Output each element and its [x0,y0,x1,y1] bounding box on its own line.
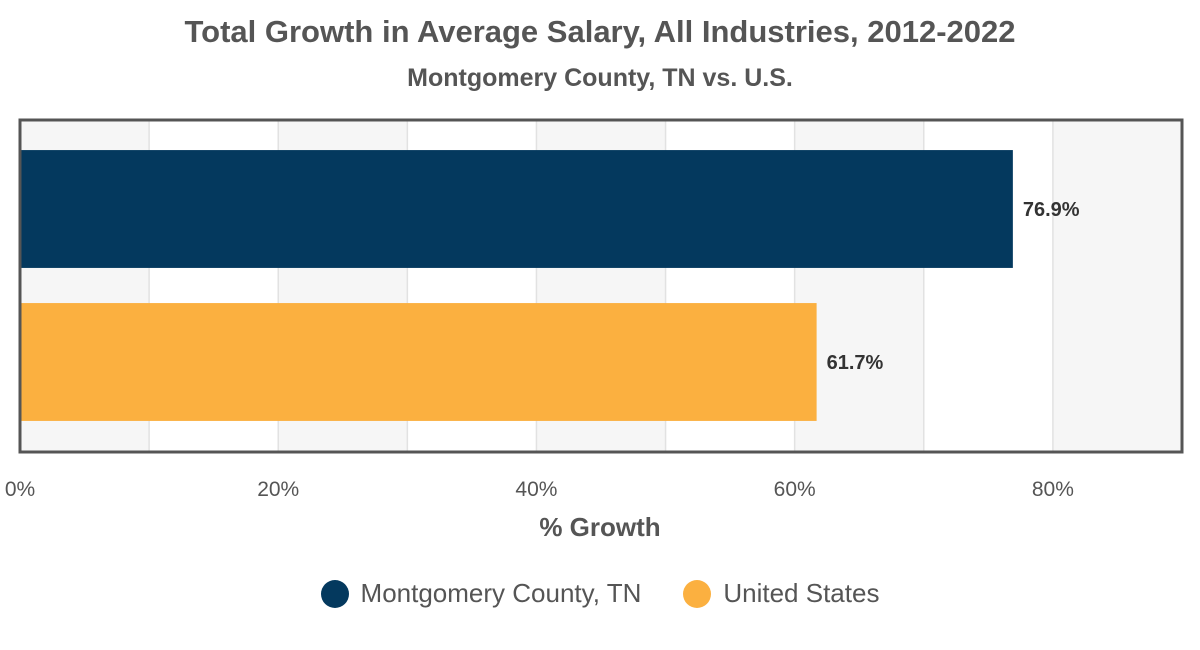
data-labels: 76.9% 61.7% [827,199,1080,374]
legend-item-montgomery[interactable]: Montgomery County, TN [320,578,642,609]
bar-montgomery-county-tn [20,150,1013,268]
legend-label-montgomery: Montgomery County, TN [360,578,642,608]
bar-chart: 76.9% 61.7% 0% 20% 40% 60% 80% % Growth [5,118,1184,542]
bar-united-states [20,303,817,421]
data-label-montgomery-county-tn: 76.9% [1023,199,1080,221]
legend-swatch-united-states [683,579,712,608]
plot-frame [18,118,1184,454]
x-tick-label: 0% [5,478,35,501]
chart-subtitle: Montgomery County, TN vs. U.S. [407,64,793,92]
legend-swatch-montgomery [320,579,349,608]
legend-label-united-states: United States [723,578,880,608]
legend: Montgomery County, TN United States [0,578,1200,609]
x-tick-label: 60% [774,478,816,501]
bars [20,150,1013,421]
legend-item-united-states[interactable]: United States [683,578,879,609]
data-label-united-states: 61.7% [827,352,884,374]
x-tick-label: 80% [1032,478,1074,501]
plot-band [1052,120,1182,452]
x-axis-title: % Growth [539,512,660,542]
x-tick-label: 20% [257,478,299,501]
chart-title: Total Growth in Average Salary, All Indu… [184,14,1016,49]
x-axis-ticks: 0% 20% 40% 60% 80% [5,478,1074,501]
x-tick-label: 40% [515,478,557,501]
